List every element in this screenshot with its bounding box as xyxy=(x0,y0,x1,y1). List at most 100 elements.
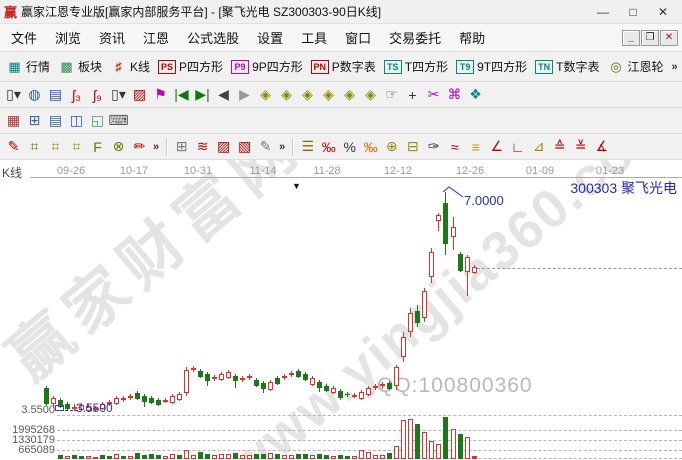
candle[interactable] xyxy=(338,391,343,398)
candle[interactable] xyxy=(205,374,210,381)
kline-chart-area[interactable]: 赢家财富网 www.yingjia360.com QQ:100800360 K线… xyxy=(0,160,682,460)
bars-9-icon[interactable]: ʃ₉ xyxy=(93,86,102,103)
wave-tool-icon[interactable]: ≈ xyxy=(450,138,459,155)
stats-tool-icon[interactable]: ☰ xyxy=(301,138,315,154)
volume-bar[interactable] xyxy=(310,455,315,459)
volume-bar[interactable] xyxy=(387,453,392,459)
gann-wheel-button[interactable]: ◎ 江恩轮 xyxy=(604,57,668,76)
candle[interactable] xyxy=(408,313,413,332)
zoom-h-icon[interactable]: ◈ xyxy=(260,86,271,102)
9t-square-button[interactable]: T9 9T四方形 xyxy=(453,57,532,76)
candle[interactable] xyxy=(465,257,470,272)
volume-bar[interactable] xyxy=(373,455,378,459)
candle[interactable] xyxy=(58,400,63,407)
volume-bar[interactable] xyxy=(345,456,350,459)
candle[interactable] xyxy=(121,398,126,400)
chart-style-icon[interactable]: ▯▾ xyxy=(6,86,21,102)
volume-bar[interactable] xyxy=(408,419,413,459)
spiral-tool-icon[interactable]: ⊗ xyxy=(112,138,125,154)
zoom-v-icon[interactable]: ◈ xyxy=(281,86,292,102)
volume-bar[interactable] xyxy=(86,456,91,459)
calendar-icon[interactable]: ▦ xyxy=(6,112,21,128)
percent-tool-icon[interactable]: % xyxy=(343,138,356,155)
volume-bar[interactable] xyxy=(233,453,238,459)
volume-bar[interactable] xyxy=(338,455,343,459)
candle[interactable] xyxy=(380,384,385,386)
candle[interactable] xyxy=(219,374,224,380)
candle[interactable] xyxy=(156,400,161,405)
volume-bar[interactable] xyxy=(72,455,77,459)
volume-bar[interactable] xyxy=(352,456,357,459)
volume-bar[interactable] xyxy=(226,454,231,459)
candle[interactable] xyxy=(401,337,406,357)
volume-bar[interactable] xyxy=(240,455,245,459)
candle[interactable] xyxy=(254,380,259,386)
candle[interactable] xyxy=(100,404,105,409)
candle[interactable] xyxy=(226,372,231,378)
volume-bar[interactable] xyxy=(324,455,329,459)
volume-bar[interactable] xyxy=(415,424,420,459)
volume-bar[interactable] xyxy=(191,455,196,459)
volume-bar[interactable] xyxy=(451,429,456,459)
candle[interactable] xyxy=(170,396,175,403)
gold-angle-tool-icon[interactable]: ⊿ xyxy=(532,138,545,154)
menu-item-资讯[interactable]: 资讯 xyxy=(99,31,126,46)
menu-item-交易委托[interactable]: 交易委托 xyxy=(389,31,442,46)
volume-bar[interactable] xyxy=(219,454,224,459)
sector-button[interactable]: ▩ 板块 xyxy=(55,57,107,76)
volume-bar[interactable] xyxy=(317,454,322,459)
candle[interactable] xyxy=(65,404,70,409)
hatch-tool-icon[interactable]: ▧ xyxy=(238,138,252,154)
volume-bar[interactable] xyxy=(121,456,126,459)
volume-bar[interactable] xyxy=(205,454,210,459)
gold-grid-tool-icon[interactable]: ⌗ xyxy=(51,138,60,154)
crosshair-icon[interactable]: + xyxy=(408,86,417,103)
candle[interactable] xyxy=(149,398,154,403)
volume-bar[interactable] xyxy=(282,455,287,459)
candle[interactable] xyxy=(198,371,203,377)
volume-bar[interactable] xyxy=(436,444,441,459)
gold-circle-tool-icon[interactable]: ⊕ xyxy=(385,138,398,154)
volume-bar[interactable] xyxy=(212,455,217,459)
volume-bar[interactable] xyxy=(303,454,308,459)
p-square-button[interactable]: PS P四方形 xyxy=(155,57,228,76)
mdi-minimize-button[interactable]: _ xyxy=(622,29,640,46)
candle[interactable] xyxy=(212,377,217,379)
candle[interactable] xyxy=(443,203,448,244)
candle[interactable] xyxy=(451,227,456,237)
candle[interactable] xyxy=(366,388,371,395)
candle[interactable] xyxy=(184,370,189,393)
kline-button[interactable]: ♯ K线 xyxy=(107,57,155,76)
volume-bar[interactable] xyxy=(65,456,70,459)
volume-bar[interactable] xyxy=(93,457,98,459)
cycle-icon[interactable]: ❖ xyxy=(469,86,482,102)
box-tool-icon[interactable]: ⊞ xyxy=(175,138,188,154)
menu-item-设置[interactable]: 设置 xyxy=(257,31,284,46)
candle[interactable] xyxy=(44,388,49,404)
pattern-red-icon[interactable]: ▨ xyxy=(132,86,147,102)
draw-overflow-chevron[interactable]: » xyxy=(153,140,160,153)
f-grid-tool-icon[interactable]: F xyxy=(93,138,102,155)
volume-bar[interactable] xyxy=(465,437,470,459)
pen-tool-icon[interactable]: ✎ xyxy=(7,138,20,154)
volume-bar[interactable] xyxy=(296,454,301,459)
candle[interactable] xyxy=(317,382,322,388)
candle[interactable] xyxy=(177,394,182,400)
shrink-h-icon[interactable]: ◈ xyxy=(323,86,334,102)
pencil-tool-icon[interactable]: ✑ xyxy=(427,138,440,154)
mdi-close-button[interactable]: ✕ xyxy=(660,29,678,46)
shade-tool-icon[interactable]: ▨ xyxy=(217,138,231,154)
percent-level-tool-icon[interactable]: ‰ xyxy=(363,138,378,155)
volume-bar[interactable] xyxy=(268,453,273,459)
quote-button[interactable]: ▦ 行情 xyxy=(3,57,55,76)
f-angle-tool-icon[interactable]: ∟ xyxy=(510,138,525,155)
menu-item-窗口[interactable]: 窗口 xyxy=(345,31,372,46)
volume-bar[interactable] xyxy=(114,454,119,459)
hand-tool-icon[interactable]: ☞ xyxy=(385,86,398,102)
candle[interactable] xyxy=(135,393,140,399)
candle[interactable] xyxy=(303,374,308,380)
volume-bar[interactable] xyxy=(198,452,203,459)
candle[interactable] xyxy=(415,311,420,323)
9p-square-button[interactable]: P9 9P四方形 xyxy=(228,57,308,76)
menu-item-文件[interactable]: 文件 xyxy=(11,31,38,46)
